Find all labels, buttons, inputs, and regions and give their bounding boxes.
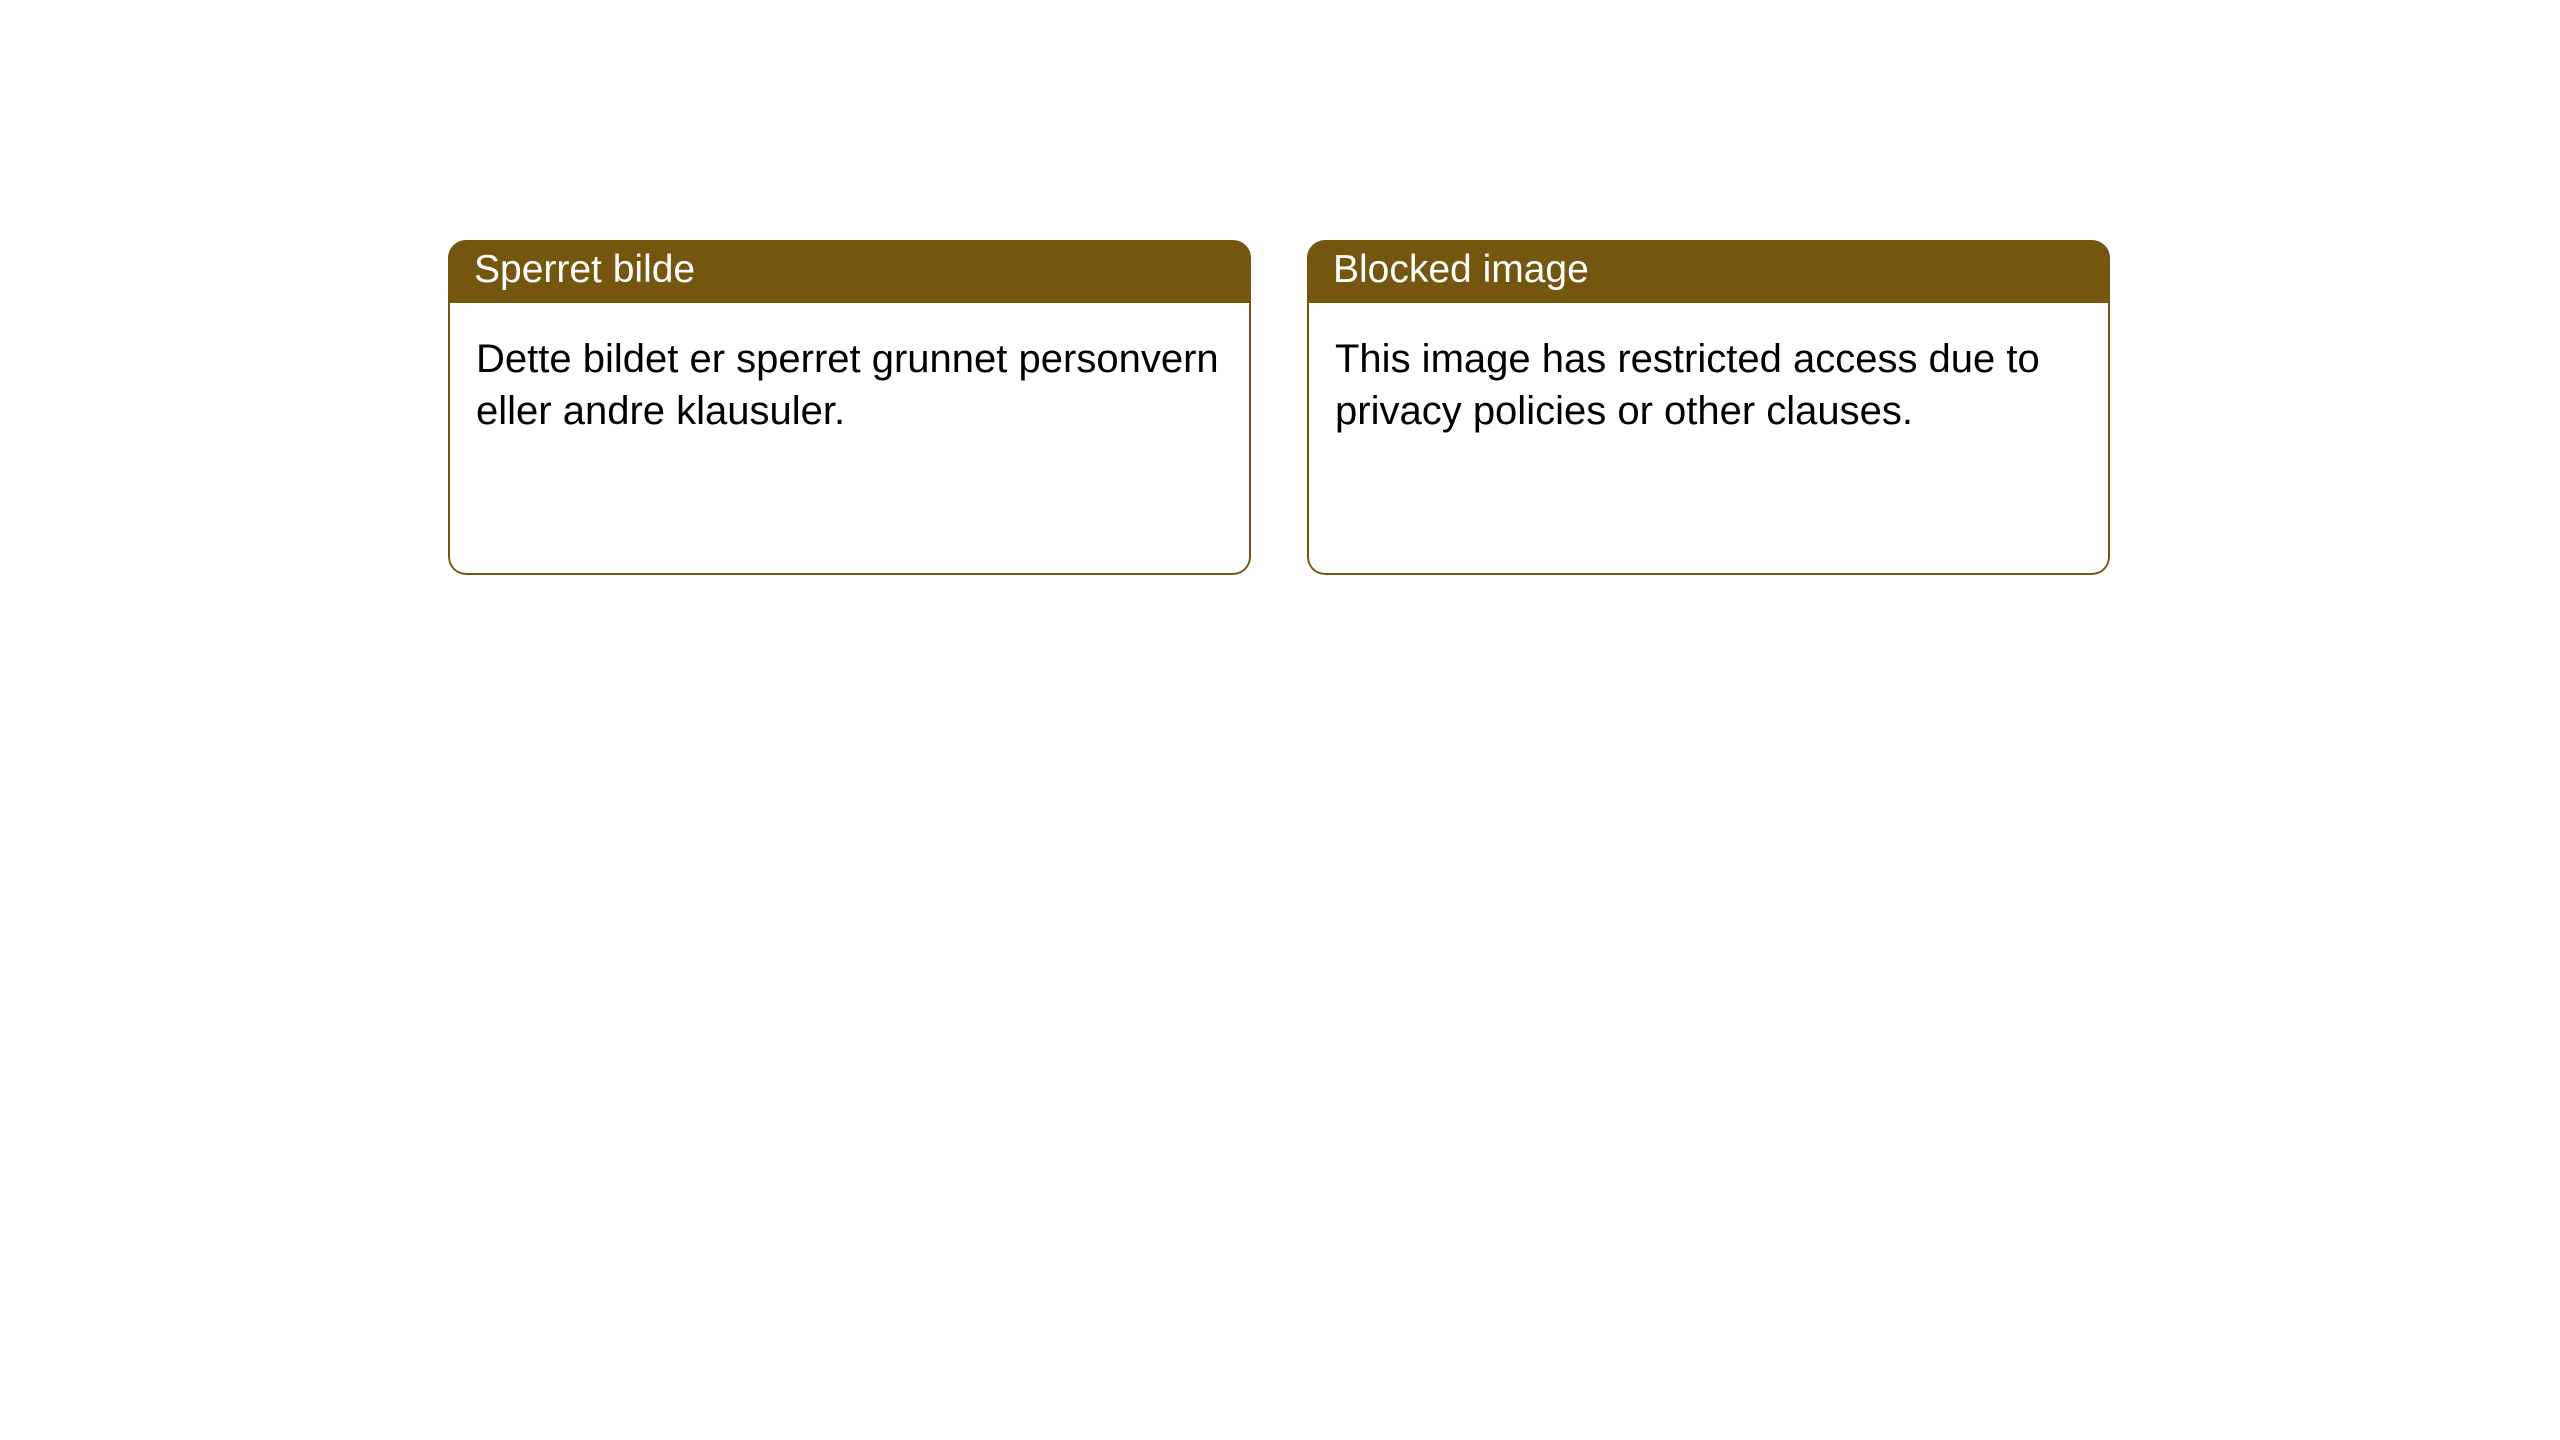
card-header: Blocked image: [1307, 240, 2110, 303]
card-body-text: This image has restricted access due to …: [1335, 333, 2082, 437]
notice-cards-container: Sperret bilde Dette bildet er sperret gr…: [448, 240, 2110, 575]
card-body: Dette bildet er sperret grunnet personve…: [448, 303, 1251, 575]
notice-card-norwegian: Sperret bilde Dette bildet er sperret gr…: [448, 240, 1251, 575]
card-body-text: Dette bildet er sperret grunnet personve…: [476, 333, 1223, 437]
card-body: This image has restricted access due to …: [1307, 303, 2110, 575]
notice-card-english: Blocked image This image has restricted …: [1307, 240, 2110, 575]
card-header: Sperret bilde: [448, 240, 1251, 303]
